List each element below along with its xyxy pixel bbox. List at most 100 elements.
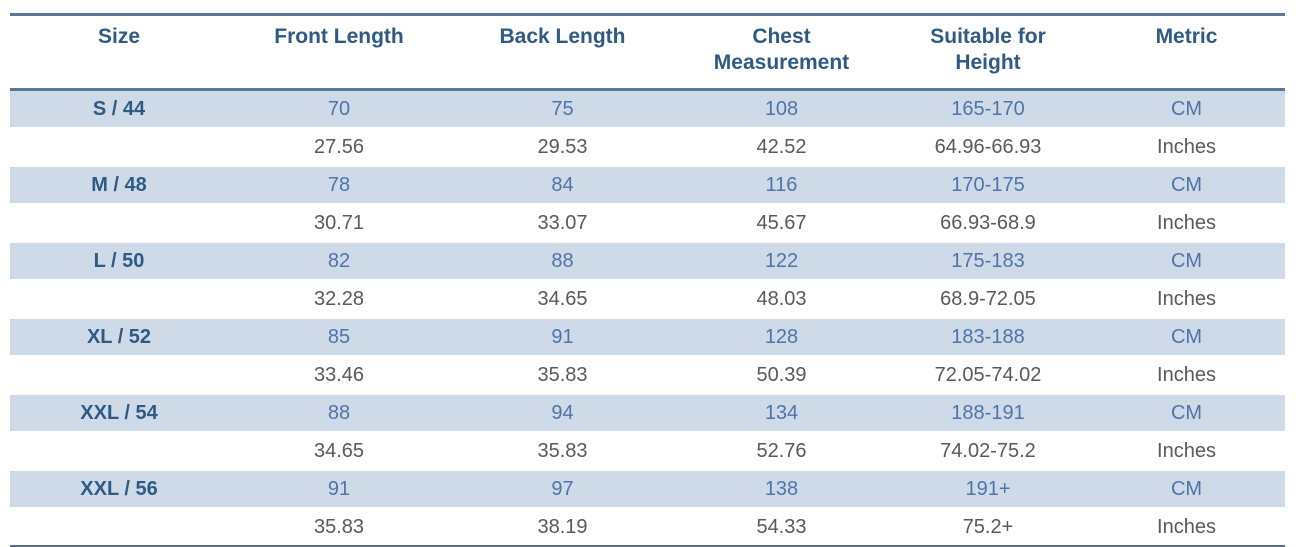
column-header-back-length: Back Length <box>450 14 675 91</box>
cell-back-length: 38.19 <box>537 515 588 538</box>
cell-chest: 122 <box>675 241 888 281</box>
column-header-chest-measurement: Chest Measurement <box>675 14 888 91</box>
cell-back-length: 29.53 <box>537 135 588 158</box>
cell-metric: Inches <box>1157 135 1216 158</box>
cell-height: 175-183 <box>888 241 1088 281</box>
cell-height: 74.02-75.2 <box>940 439 1036 462</box>
cell-chest: 52.76 <box>756 439 807 462</box>
column-header-front-length: Front Length <box>228 14 450 91</box>
column-header-suitable-for-height: Suitable for Height <box>888 14 1088 91</box>
cell-chest: 134 <box>675 393 888 433</box>
cell-chest: 42.52 <box>756 135 807 158</box>
cell-height: 191+ <box>888 469 1088 509</box>
cell-metric: CM <box>1088 165 1285 205</box>
cell-chest: 50.39 <box>756 363 807 386</box>
table-row-l50-cm: L / 50 82 88 122 175-183 CM <box>10 241 1285 281</box>
column-header-label: Back Length <box>499 25 626 48</box>
cell-size <box>10 280 228 318</box>
cell-back-length: 91 <box>450 317 675 357</box>
cell-size: S / 44 <box>10 88 228 129</box>
cell-front-length: 30.71 <box>313 211 365 234</box>
cell-front-length: 33.46 <box>313 363 365 386</box>
cell-metric: CM <box>1088 317 1285 357</box>
cell-size: XXL / 54 <box>10 393 228 433</box>
table-row-m48-inches: 30.71 33.07 45.67 66.93-68.9 Inches <box>10 204 1285 242</box>
cell-chest: 54.33 <box>756 515 807 538</box>
cell-front-length: 34.65 <box>313 439 365 462</box>
cell-size: XL / 52 <box>10 317 228 357</box>
table-row-s44-cm: S / 44 70 75 108 165-170 CM <box>10 88 1285 129</box>
cell-back-length: 35.83 <box>537 363 588 386</box>
table-row-xl52-inches: 33.46 35.83 50.39 72.05-74.02 Inches <box>10 356 1285 394</box>
cell-height: 170-175 <box>888 165 1088 205</box>
table-row-xxl56-cm: XXL / 56 91 97 138 191+ CM <box>10 469 1285 509</box>
cell-back-length: 33.07 <box>537 211 588 234</box>
cell-metric: Inches <box>1157 211 1216 234</box>
column-header-label: Front Length <box>274 25 404 48</box>
column-header-size: Size <box>10 14 228 91</box>
cell-chest: 116 <box>675 165 888 205</box>
cell-chest: 108 <box>675 88 888 129</box>
cell-metric: CM <box>1088 241 1285 281</box>
cell-size: XXL / 56 <box>10 469 228 509</box>
cell-back-length: 88 <box>450 241 675 281</box>
cell-front-length: 27.56 <box>313 135 365 158</box>
cell-metric: CM <box>1088 393 1285 433</box>
table-row-m48-cm: M / 48 78 84 116 170-175 CM <box>10 165 1285 205</box>
cell-front-length: 82 <box>228 241 450 281</box>
cell-size <box>10 204 228 242</box>
cell-metric: CM <box>1088 88 1285 129</box>
cell-front-length: 70 <box>228 88 450 129</box>
cell-front-length: 85 <box>228 317 450 357</box>
cell-front-length: 32.28 <box>313 287 365 310</box>
table-row-xl52-cm: XL / 52 85 91 128 183-188 CM <box>10 317 1285 357</box>
table-row-xxl56-inches: 35.83 38.19 54.33 75.2+ Inches <box>10 508 1285 546</box>
cell-front-length: 78 <box>228 165 450 205</box>
cell-back-length: 34.65 <box>537 287 588 310</box>
cell-size: L / 50 <box>10 241 228 281</box>
cell-back-length: 97 <box>450 469 675 509</box>
table-header: Size Front Length Back Length Chest Meas… <box>10 14 1285 91</box>
cell-height: 72.05-74.02 <box>934 363 1042 386</box>
cell-height: 66.93-68.9 <box>940 211 1036 234</box>
cell-chest: 138 <box>675 469 888 509</box>
cell-front-length: 88 <box>228 393 450 433</box>
cell-metric: CM <box>1088 469 1285 509</box>
cell-height: 188-191 <box>888 393 1088 433</box>
cell-front-length: 35.83 <box>313 515 365 538</box>
cell-chest: 45.67 <box>756 211 807 234</box>
cell-back-length: 84 <box>450 165 675 205</box>
cell-back-length: 75 <box>450 88 675 129</box>
table-row-l50-inches: 32.28 34.65 48.03 68.9-72.05 Inches <box>10 280 1285 318</box>
cell-height: 68.9-72.05 <box>940 287 1036 310</box>
cell-back-length: 35.83 <box>537 439 588 462</box>
column-header-label: Metric <box>1155 25 1218 48</box>
cell-size <box>10 356 228 394</box>
column-header-label: Size <box>97 25 141 48</box>
size-chart-table: Size Front Length Back Length Chest Meas… <box>10 13 1285 547</box>
cell-chest: 48.03 <box>756 287 807 310</box>
table-row-xxl54-inches: 34.65 35.83 52.76 74.02-75.2 Inches <box>10 432 1285 470</box>
column-header-metric: Metric <box>1088 14 1285 91</box>
column-header-label: Suitable for Height <box>930 25 1046 74</box>
cell-metric: Inches <box>1157 439 1216 462</box>
cell-metric: Inches <box>1157 363 1216 386</box>
cell-height: 75.2+ <box>962 515 1014 538</box>
cell-size <box>10 432 228 470</box>
cell-size: M / 48 <box>10 165 228 205</box>
header-row: Size Front Length Back Length Chest Meas… <box>10 14 1285 91</box>
cell-height: 64.96-66.93 <box>934 135 1042 158</box>
table-row-s44-inches: 27.56 29.53 42.52 64.96-66.93 Inches <box>10 128 1285 166</box>
cell-metric: Inches <box>1157 287 1216 310</box>
cell-size <box>10 508 228 546</box>
cell-height: 183-188 <box>888 317 1088 357</box>
table-row-xxl54-cm: XXL / 54 88 94 134 188-191 CM <box>10 393 1285 433</box>
cell-size <box>10 128 228 166</box>
cell-front-length: 91 <box>228 469 450 509</box>
cell-back-length: 94 <box>450 393 675 433</box>
column-header-label: Chest Measurement <box>713 25 850 74</box>
table-body: S / 44 70 75 108 165-170 CM 27.56 29.53 … <box>10 88 1285 547</box>
cell-metric: Inches <box>1157 515 1216 538</box>
cell-height: 165-170 <box>888 88 1088 129</box>
cell-chest: 128 <box>675 317 888 357</box>
